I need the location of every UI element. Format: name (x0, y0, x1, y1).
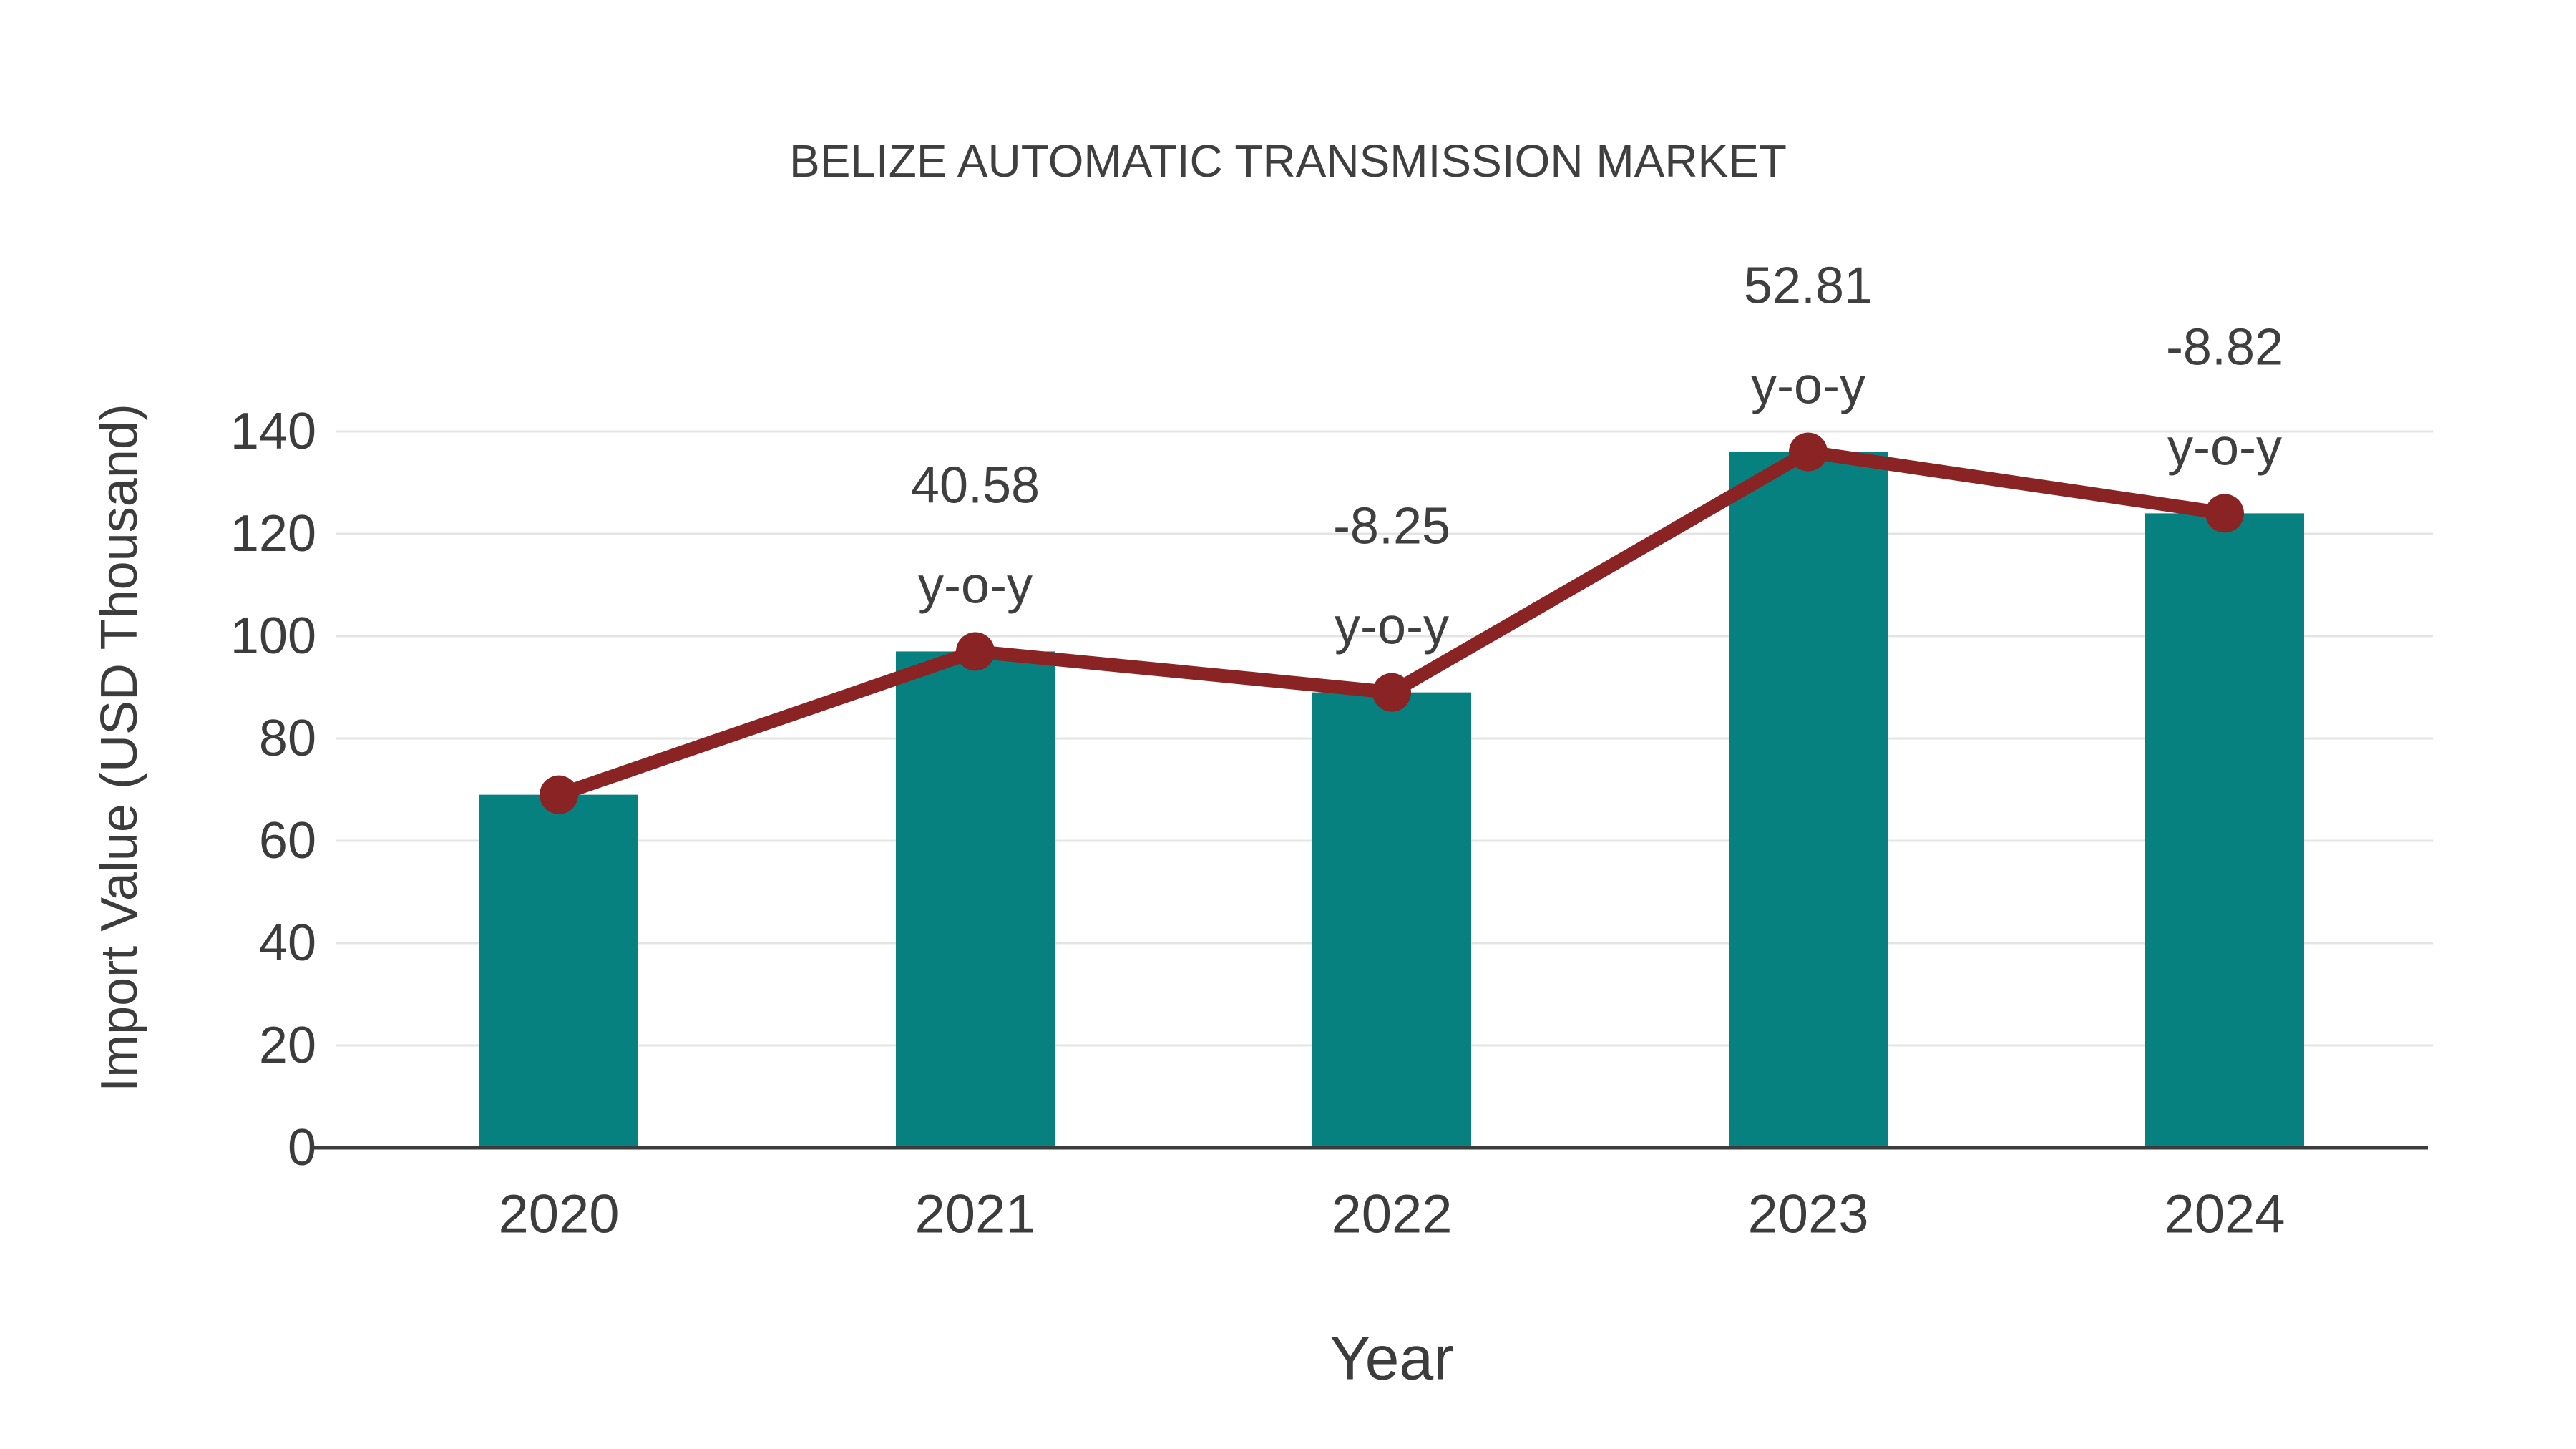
annotation-yoy-2024: y-o-y (2167, 419, 2282, 476)
trend-marker-2021 (956, 632, 995, 671)
y-axis-title: Import Value (USD Thousand) (91, 404, 148, 1092)
x-tick-label-2021: 2021 (914, 1184, 1035, 1245)
annotation-value-2024: -8.82 (2166, 318, 2283, 376)
y-tick-label-100: 100 (230, 608, 316, 665)
annotation-value-2021: 40.58 (911, 457, 1040, 514)
x-tick-label-2020: 2020 (498, 1184, 619, 1245)
annotation-value-2023: 52.81 (1744, 258, 1873, 315)
y-tick-label-40: 40 (259, 914, 316, 972)
bar-2021 (896, 651, 1055, 1148)
trend-marker-2024 (2205, 494, 2244, 533)
annotation-yoy-2022: y-o-y (1335, 598, 1449, 655)
trend-marker-2022 (1372, 673, 1411, 712)
bar-2023 (1729, 452, 1888, 1148)
x-tick-labels: 2020 2021 2022 2023 2024 (498, 1184, 2285, 1245)
bar-2022 (1312, 692, 1471, 1148)
y-tick-label-80: 80 (259, 710, 316, 767)
x-axis-title: Year (1330, 1324, 1454, 1393)
y-tick-label-20: 20 (259, 1017, 316, 1074)
bar-2020 (479, 794, 638, 1148)
x-tick-label-2022: 2022 (1331, 1184, 1452, 1245)
annotation-value-2022: -8.25 (1333, 498, 1450, 555)
x-tick-label-2024: 2024 (2164, 1184, 2285, 1245)
y-tick-label-60: 60 (259, 812, 316, 869)
bar-2024 (2145, 513, 2304, 1148)
bar-series (479, 452, 2304, 1148)
x-tick-label-2023: 2023 (1747, 1184, 1868, 1245)
yoy-annotations: 40.58 y-o-y -8.25 y-o-y 52.81 y-o-y -8.82 y-o-y (911, 258, 2283, 655)
line-series (540, 432, 2244, 814)
trend-marker-2023 (1789, 432, 1828, 472)
annotation-yoy-2023: y-o-y (1751, 358, 1865, 415)
y-tick-label-120: 120 (230, 505, 316, 562)
chart-title: BELIZE AUTOMATIC TRANSMISSION MARKET (789, 135, 1787, 187)
y-tick-label-0: 0 (288, 1119, 316, 1176)
trend-marker-2020 (540, 775, 578, 814)
annotation-yoy-2021: y-o-y (918, 557, 1033, 614)
y-tick-labels: 0 20 40 60 80 100 120 140 (230, 403, 316, 1176)
y-tick-label-140: 140 (230, 403, 316, 460)
